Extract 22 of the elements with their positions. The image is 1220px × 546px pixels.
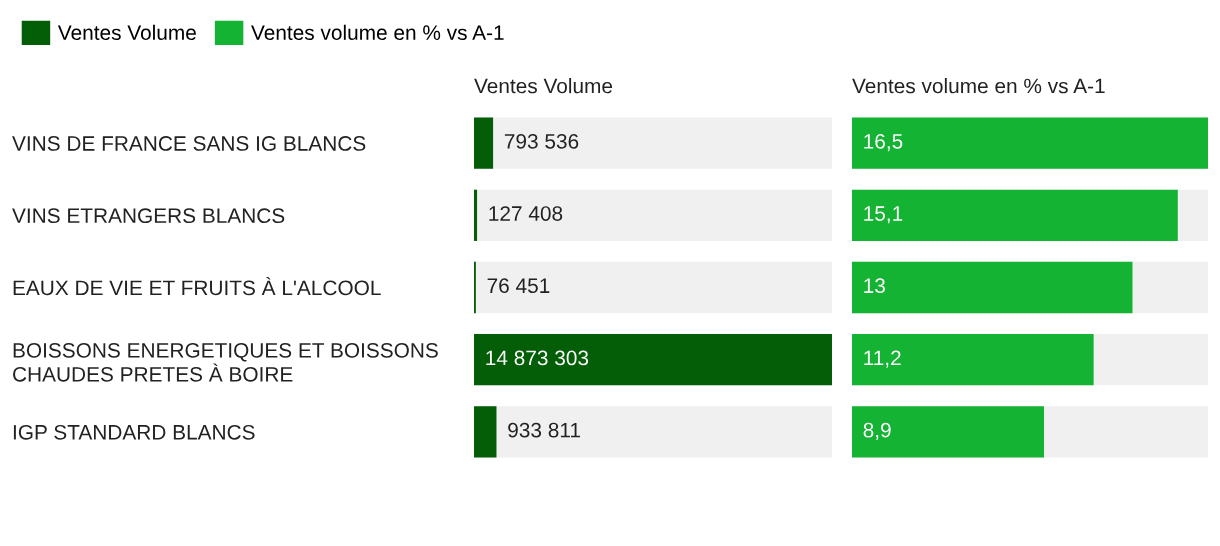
bar (474, 406, 497, 458)
data-label: 8,9 (863, 422, 891, 440)
data-label: 15,1 (864, 206, 903, 224)
y-tick-label: EAUX DE VIE ET FRUITS À L'ALCOOL (13, 276, 381, 296)
data-label: 16,5 (864, 133, 903, 152)
data-label: 127 408 (489, 206, 563, 221)
data-label: 11,2 (864, 350, 901, 368)
legend-label: Ventes volume en % vs A-1 (251, 24, 504, 41)
legend-label: Ventes Volume (57, 24, 196, 41)
data-label: 793 536 (504, 133, 579, 149)
y-tick-label: IGP STANDARD BLANCS (13, 424, 255, 440)
y-tick-label: VINS ETRANGERS BLANCS (12, 208, 285, 224)
bar (474, 117, 494, 169)
data-label: 14 873 303 (486, 350, 589, 366)
bar (474, 189, 478, 241)
data-label: 933 811 (508, 422, 580, 438)
chart-title: Ventes volume en % vs A-1 (852, 78, 1105, 94)
chart-title: Ventes Volume (474, 78, 613, 94)
data-label: 76 451 (487, 278, 550, 294)
y-tick-label: BOISSONS ENERGETIQUES ET BOISSONS CHAUDES PRETES À BOIRE (13, 342, 438, 382)
data-label: 13 (864, 278, 885, 294)
y-tick-label: VINS DE FRANCE SANS IG BLANCS (12, 136, 366, 151)
